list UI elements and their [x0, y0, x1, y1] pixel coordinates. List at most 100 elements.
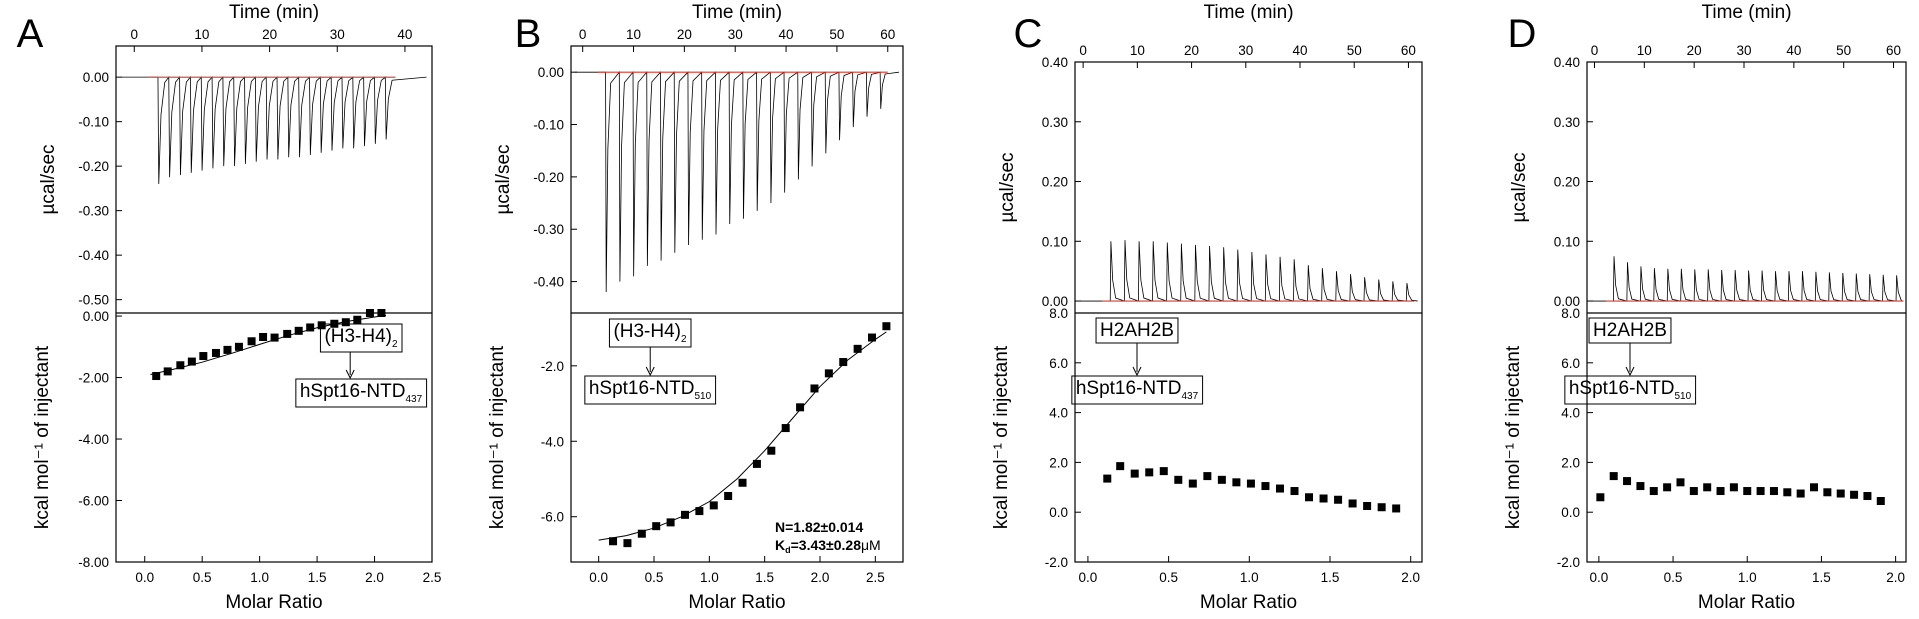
data-point [247, 337, 256, 346]
data-point [810, 384, 819, 393]
upper-y-tick-label: 0.00 [1042, 294, 1068, 309]
plot-frame [1586, 61, 1907, 563]
x-tick-label: 1.0 [1738, 570, 1757, 585]
lower-y-tick-label: -4.0 [541, 434, 564, 449]
data-point [1769, 487, 1778, 496]
top-tick-label: 60 [1886, 43, 1901, 58]
data-point [1863, 492, 1872, 501]
annotation-bottom: hSpt16-NTD437 [300, 381, 423, 405]
data-point [259, 332, 268, 341]
data-point [1649, 487, 1658, 496]
data-point [1703, 483, 1712, 492]
lower-y-tick-label: -6.0 [541, 510, 564, 525]
data-point [1319, 494, 1328, 503]
data-point [187, 357, 196, 366]
top-tick-label: 40 [1786, 43, 1801, 58]
data-point [1876, 496, 1885, 505]
annotation: (H3-H4)2 hSpt16-NTD437 [295, 323, 428, 408]
fit-result-n: N=1.82±0.014 [775, 519, 863, 535]
lower-y-tick-label: -6.00 [78, 494, 109, 509]
upper-y-axis-title: µcal/sec [38, 144, 59, 214]
data-point [176, 361, 185, 370]
data-point [695, 507, 704, 516]
lower-y-tick-label: -4.00 [78, 432, 109, 447]
top-tick-label: 40 [779, 27, 794, 42]
top-axis-title: Time (min) [692, 2, 782, 23]
top-tick-label: 0 [579, 27, 587, 42]
lower-y-tick-label: 0.0 [1561, 505, 1580, 520]
data-point [1363, 501, 1372, 510]
data-point [1756, 487, 1765, 496]
top-tick-label: 50 [1347, 43, 1362, 58]
annotation-bottom-sub: 510 [1674, 391, 1691, 402]
upper-y-tick-label: -0.10 [533, 118, 564, 133]
data-point [223, 345, 232, 354]
data-point [1348, 499, 1357, 508]
data-point [1663, 483, 1672, 492]
lower-y-tick-label: -2.0 [541, 359, 564, 374]
x-axis-title: Molar Ratio [1200, 592, 1297, 613]
data-point [1103, 474, 1112, 483]
data-point [853, 344, 862, 353]
lower-y-tick-label: 4.0 [1561, 406, 1580, 421]
data-point [1823, 488, 1832, 497]
upper-y-tick-label: 0.40 [1042, 55, 1068, 70]
data-point [752, 459, 761, 468]
data-point [365, 309, 374, 317]
data-point [637, 529, 646, 538]
data-point [1130, 469, 1139, 478]
annotation-bottom-box [295, 378, 428, 408]
x-tick-label: 1.0 [1240, 570, 1259, 585]
panel-d: D 0 10 20 30 40 50 60 Time (min) 0.40 0.30 0.20 0.10… [1503, 2, 1907, 613]
x-tick-label: 0.0 [135, 570, 154, 585]
x-tick-label: 2.5 [866, 570, 885, 585]
data-point [1743, 487, 1752, 496]
data-point [377, 309, 386, 317]
data-point [666, 518, 675, 527]
raw-thermogram-trace [1079, 240, 1418, 302]
annotation-bottom-sub: 510 [694, 391, 711, 402]
top-tick-label: 60 [1401, 43, 1416, 58]
data-point [1217, 475, 1226, 484]
fit-result-kd: Kd=3.43±0.28μM [775, 537, 881, 555]
data-point [1145, 468, 1154, 477]
panel-letter: C [1014, 12, 1043, 56]
annotation-bottom: hSpt16-NTD510 [1569, 378, 1692, 402]
top-tick-label: 0 [1079, 43, 1087, 58]
upper-y-tick-label: 0.40 [1554, 55, 1580, 70]
x-tick-label: 0.5 [1664, 570, 1683, 585]
x-tick-label: 0.5 [645, 570, 664, 585]
panel-letter: B [515, 12, 542, 56]
data-point [1275, 484, 1284, 493]
data-point [1261, 482, 1270, 491]
data-point [1290, 487, 1299, 496]
x-tick-label: 1.0 [700, 570, 719, 585]
annotation: (H3-H4)2 hSpt16-NTD510 [584, 318, 717, 405]
upper-y-tick-label: -0.50 [78, 293, 109, 308]
raw-thermogram-trace [121, 75, 427, 184]
top-tick-label: 50 [1836, 43, 1851, 58]
annotation: H2AH2B hSpt16-NTD510 [1564, 317, 1697, 405]
data-point [781, 424, 790, 433]
upper-y-tick-label: 0.30 [1042, 115, 1068, 130]
panel-c: C 0 10 20 30 40 50 60 Time (min) 0.40 0.30 0.20 0.10… [991, 2, 1423, 613]
annotation-bottom: hSpt16-NTD510 [589, 378, 712, 402]
annotation-top-sub: 2 [392, 339, 398, 350]
top-axis-title: Time (min) [1701, 2, 1791, 23]
data-point [270, 333, 279, 342]
plot-frame [1074, 61, 1423, 563]
lower-y-axis-title: kcal mol⁻¹ of injectant [32, 345, 53, 529]
upper-y-axis-title: µcal/sec [1509, 152, 1530, 222]
top-tick-label: 30 [1736, 43, 1751, 58]
panel-a: A 0 10 20 30 40 Time (min) 0.00 -0.10 -0.20 -0.30 -… [17, 2, 442, 613]
data-point [1232, 478, 1241, 487]
top-tick-label: 30 [330, 27, 345, 42]
top-tick-label: 20 [1687, 43, 1702, 58]
upper-y-tick-label: 0.00 [538, 65, 564, 80]
annotation: H2AH2B hSpt16-NTD437 [1071, 317, 1204, 405]
annotation-top: H2AH2B [1593, 320, 1667, 341]
top-tick-label: 40 [1292, 43, 1307, 58]
upper-y-tick-label: -0.20 [78, 159, 109, 174]
plot-frame [115, 45, 433, 563]
upper-y-tick-label: 0.20 [1042, 175, 1068, 190]
